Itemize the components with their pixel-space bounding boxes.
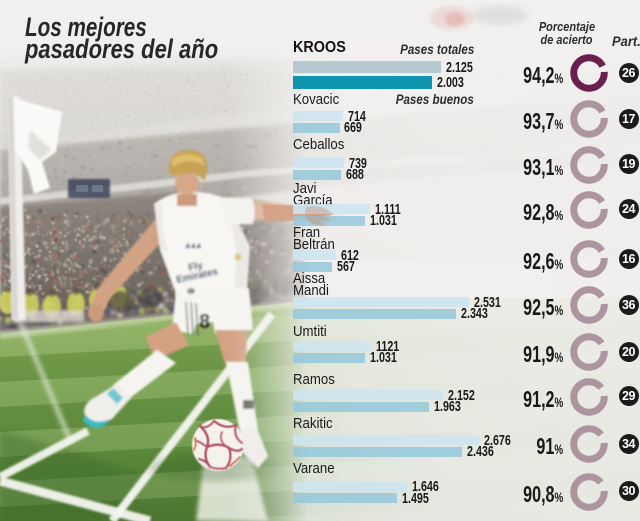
- svg-text:8: 8: [199, 311, 210, 333]
- svg-text:Fly: Fly: [187, 260, 204, 274]
